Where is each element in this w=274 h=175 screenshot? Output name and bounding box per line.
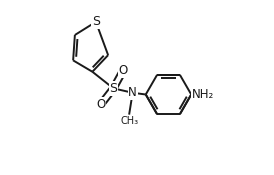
Text: CH₃: CH₃ <box>120 116 138 125</box>
Text: O: O <box>118 64 128 77</box>
Text: N: N <box>128 86 137 99</box>
Text: O: O <box>96 98 106 111</box>
Text: S: S <box>109 82 117 95</box>
Text: S: S <box>92 15 100 28</box>
Text: NH₂: NH₂ <box>192 88 214 101</box>
